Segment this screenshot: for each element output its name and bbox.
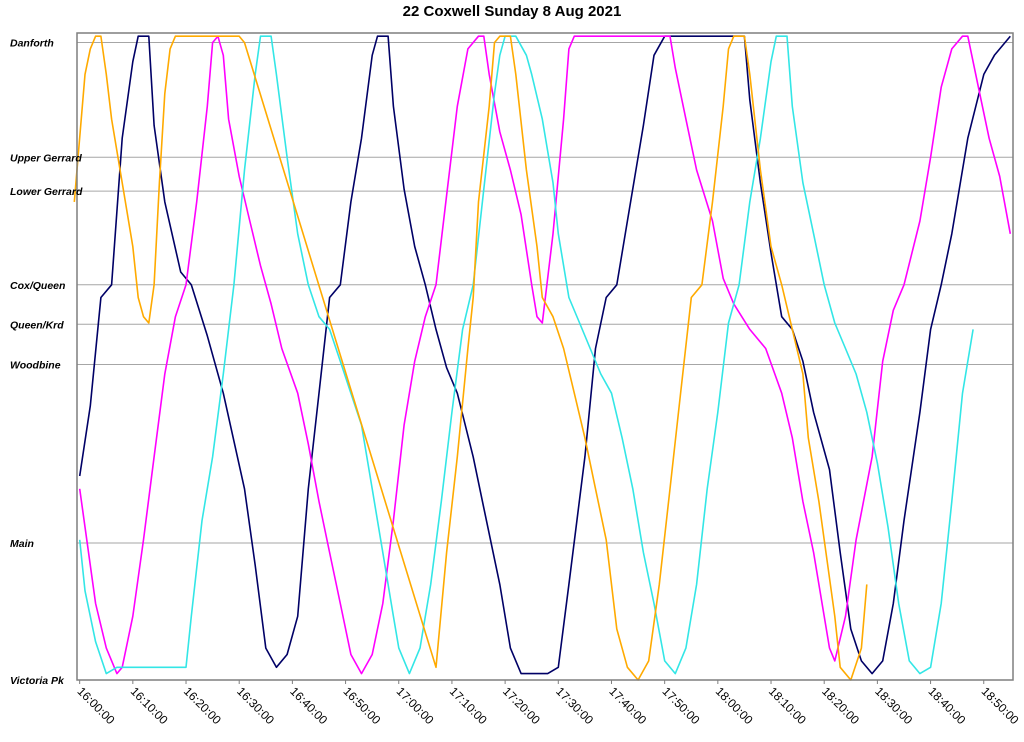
x-tick-label: 16:00:00 xyxy=(75,684,118,727)
x-tick-label: 17:40:00 xyxy=(606,684,649,727)
series-line-3 xyxy=(78,35,974,675)
y-tick-label: Victoria Pk xyxy=(10,675,65,687)
x-tick-label: 17:20:00 xyxy=(500,684,543,727)
series-layer xyxy=(73,35,1012,681)
x-tick-label: 16:50:00 xyxy=(340,684,383,727)
y-tick-label: Danforth xyxy=(10,38,54,50)
y-tick-label: Upper Gerrard xyxy=(10,152,82,164)
x-tick-label: 17:00:00 xyxy=(394,684,437,727)
chart-title: 22 Coxwell Sunday 8 Aug 2021 xyxy=(402,3,622,20)
y-tick-label: Lower Gerrard xyxy=(10,186,83,198)
x-tick-label: 17:30:00 xyxy=(553,684,596,727)
x-tick-label: 17:10:00 xyxy=(447,684,490,727)
x-tick-label: 18:00:00 xyxy=(713,684,756,727)
x-tick-label: 16:40:00 xyxy=(287,684,330,727)
y-tick-label: Cox/Queen xyxy=(10,280,65,292)
y-tick-label: Main xyxy=(10,538,34,550)
x-tick-label: 18:50:00 xyxy=(979,684,1022,727)
x-tick-label: 18:20:00 xyxy=(819,684,862,727)
x-tick-label: 18:30:00 xyxy=(872,684,915,727)
x-tick-label: 17:50:00 xyxy=(660,684,703,727)
series-line-4 xyxy=(73,35,868,681)
y-tick-label: Queen/Krd xyxy=(10,319,64,331)
y-axis-labels: Danforth Upper Gerrard Lower Gerrard Cox/Qu… xyxy=(10,38,83,687)
x-axis-labels: 16:00:00 16:10:00 16:20:00 16:30:00 16:40:00… xyxy=(75,680,1022,727)
x-tick-label: 16:20:00 xyxy=(181,684,224,727)
x-tick-label: 16:10:00 xyxy=(128,684,171,727)
series-line-2 xyxy=(78,35,1012,675)
plot-frame xyxy=(76,32,1014,681)
grid-layer xyxy=(77,42,1013,544)
series-line-1 xyxy=(78,35,1011,675)
y-tick-label: Woodbine xyxy=(10,359,61,371)
x-tick-label: 16:30:00 xyxy=(234,684,277,727)
x-tick-label: 18:10:00 xyxy=(766,684,809,727)
x-tick-label: 18:40:00 xyxy=(925,684,968,727)
